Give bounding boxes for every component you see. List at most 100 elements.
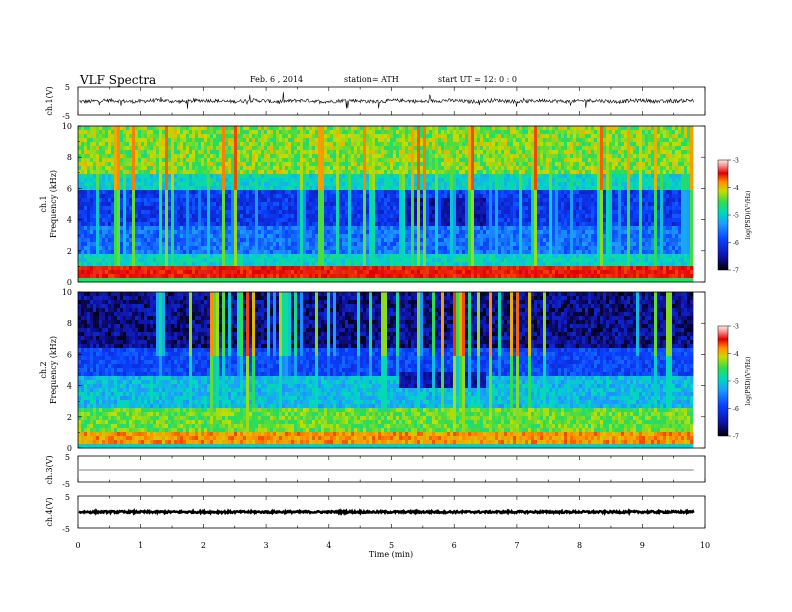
spectrogram-cell xyxy=(354,190,358,195)
spectrogram-cell xyxy=(282,222,286,227)
spectrogram-cell xyxy=(207,214,211,219)
spectrogram-cell xyxy=(87,182,91,187)
spectrogram-cell xyxy=(378,154,382,159)
spectrogram-cell xyxy=(339,210,343,215)
spectrogram-cell xyxy=(195,270,199,275)
spectrogram-cell xyxy=(447,190,451,195)
spectrogram-cell xyxy=(171,198,175,203)
spectrogram-cell xyxy=(90,230,94,235)
spectrogram-cell xyxy=(390,266,394,271)
spectrogram-cell xyxy=(330,258,334,263)
spectrogram-cell xyxy=(108,186,112,191)
spectrogram-cell xyxy=(228,130,232,135)
spectrogram-cell xyxy=(165,246,169,251)
spectrogram-cell xyxy=(321,254,325,259)
spectrogram-cell xyxy=(162,202,166,207)
spectrogram-cell xyxy=(102,194,106,199)
spectrogram-cell xyxy=(141,262,145,267)
spectrogram-cell xyxy=(114,222,118,227)
spectrogram-cell xyxy=(351,278,355,283)
spectrogram-cell xyxy=(117,222,121,227)
spectrogram-cell xyxy=(129,218,133,223)
spectrogram-cell xyxy=(180,146,184,151)
spectrogram-cell xyxy=(330,242,334,247)
spectrogram-cell xyxy=(327,134,331,139)
spectrogram-cell xyxy=(252,246,256,251)
spectrogram-cell xyxy=(108,126,112,131)
spectrogram-cell xyxy=(291,242,295,247)
spectrogram-cell xyxy=(117,138,121,143)
spectrogram-cell xyxy=(87,266,91,271)
spectrogram-cell xyxy=(429,266,433,271)
spectrogram-cell xyxy=(414,126,418,131)
spectrogram-cell xyxy=(303,186,307,191)
spectrogram-cell xyxy=(432,150,436,155)
spectrogram-cell xyxy=(342,150,346,155)
spectrogram-cell xyxy=(165,270,169,275)
spectrogram-cell xyxy=(288,238,292,243)
spectrogram-cell xyxy=(90,194,94,199)
spectrogram-cell xyxy=(138,138,142,143)
spectrogram-cell xyxy=(432,182,436,187)
spectrogram-cell xyxy=(357,202,361,207)
spectrogram-cell xyxy=(243,266,247,271)
spectrogram-cell xyxy=(204,250,208,255)
spectrogram-cell xyxy=(87,202,91,207)
spectrogram-cell xyxy=(135,166,139,171)
spectrogram-cell xyxy=(246,170,250,175)
spectrogram-cell xyxy=(141,202,145,207)
spectrogram-cell xyxy=(123,234,127,239)
spectrogram-cell xyxy=(294,154,298,159)
spectrogram-cell xyxy=(249,206,253,211)
spectrogram-cell xyxy=(453,162,457,167)
spectrogram-cell xyxy=(312,178,316,183)
spectrogram-cell xyxy=(408,266,412,271)
spectrogram-cell xyxy=(210,150,214,155)
spectrogram-cell xyxy=(159,262,163,267)
spectrogram-cell xyxy=(426,258,430,263)
spectrogram-cell xyxy=(96,206,100,211)
spectrogram-cell xyxy=(312,170,316,175)
spectrogram-cell xyxy=(306,138,310,143)
spectrogram-cell xyxy=(93,170,97,175)
spectrogram-cell xyxy=(402,274,406,279)
spectrogram-cell xyxy=(399,186,403,191)
spectrogram-cell xyxy=(309,278,313,283)
spectrogram-cell xyxy=(282,278,286,283)
spectrogram-cell xyxy=(120,270,124,275)
spectrogram-cell xyxy=(444,162,448,167)
spectrogram-cell xyxy=(117,178,121,183)
spectrogram-cell xyxy=(156,146,160,151)
spectrogram-cell xyxy=(306,222,310,227)
spectrogram-cell xyxy=(240,254,244,259)
spectrogram-cell xyxy=(210,190,214,195)
spectrogram-cell xyxy=(423,222,427,227)
spectrogram-cell xyxy=(294,214,298,219)
spectrogram-cell xyxy=(165,210,169,215)
spectrogram-cell xyxy=(438,194,442,199)
spectrogram-cell xyxy=(273,146,277,151)
spectrogram-cell xyxy=(420,190,424,195)
spectrogram-cell xyxy=(357,154,361,159)
spectrogram-cell xyxy=(300,278,304,283)
spectrogram-cell xyxy=(300,238,304,243)
spectrogram-cell xyxy=(306,186,310,191)
spectrogram-cell xyxy=(144,194,148,199)
spectrogram-cell xyxy=(222,126,226,131)
spectrogram-cell xyxy=(177,198,181,203)
spectrogram-cell xyxy=(255,266,259,271)
spectrogram-cell xyxy=(333,222,337,227)
spectrogram-cell xyxy=(438,226,442,231)
spectrogram-cell xyxy=(405,254,409,259)
spectrogram-cell xyxy=(144,190,148,195)
spectrogram-cell xyxy=(342,162,346,167)
spectrogram-cell xyxy=(435,210,439,215)
spectrogram-cell xyxy=(249,278,253,283)
spectrogram-cell xyxy=(372,166,376,171)
spectrogram-cell xyxy=(192,246,196,251)
spectrogram-cell xyxy=(183,182,187,187)
spectrogram-cell xyxy=(387,262,391,267)
spectrogram-cell xyxy=(192,174,196,179)
spectrogram-cell xyxy=(219,254,223,259)
spectrogram-cell xyxy=(87,250,91,255)
